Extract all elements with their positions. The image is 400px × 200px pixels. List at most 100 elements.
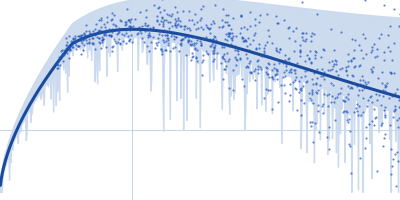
Point: [192, 41, 199, 44]
Point: [171, 35, 177, 38]
Point: [175, 18, 182, 21]
Point: [229, 68, 236, 72]
Point: [346, 86, 353, 89]
Point: [390, 7, 397, 11]
Point: [346, 117, 353, 120]
Point: [144, 28, 150, 32]
Point: [228, 28, 235, 31]
Point: [74, 34, 81, 37]
Point: [239, 77, 246, 80]
Point: [360, 79, 366, 82]
Point: [165, 37, 171, 40]
Point: [244, 45, 250, 48]
Point: [182, 36, 188, 39]
Point: [204, 26, 211, 29]
Point: [146, 33, 152, 37]
Point: [373, 93, 379, 96]
Point: [391, 105, 398, 108]
Point: [297, 54, 303, 57]
Point: [280, 19, 287, 22]
Point: [382, 132, 388, 136]
Point: [341, 100, 347, 103]
Point: [219, 57, 226, 60]
Point: [81, 32, 87, 35]
Point: [387, 124, 393, 127]
Point: [371, 55, 378, 58]
Point: [114, 33, 120, 36]
Point: [196, 18, 203, 21]
Point: [232, 45, 238, 48]
Point: [140, 40, 147, 44]
Point: [166, 13, 172, 17]
Point: [100, 37, 106, 41]
Point: [306, 57, 312, 60]
Point: [355, 94, 361, 97]
Point: [364, 105, 370, 108]
Point: [98, 38, 105, 41]
Point: [164, 38, 171, 41]
Point: [226, 32, 232, 35]
Point: [198, 8, 205, 11]
Point: [123, 32, 129, 35]
Point: [185, 38, 191, 41]
Point: [104, 29, 111, 32]
Point: [371, 107, 378, 110]
Point: [76, 34, 82, 37]
Point: [298, 98, 304, 101]
Point: [102, 45, 109, 48]
Point: [86, 33, 93, 36]
Point: [362, 52, 369, 56]
Point: [156, 5, 162, 8]
Point: [344, 74, 350, 77]
Point: [246, 62, 252, 65]
Point: [220, 45, 227, 48]
Point: [83, 23, 90, 26]
Point: [77, 35, 84, 38]
Point: [343, 109, 350, 112]
Point: [252, 47, 259, 50]
Point: [379, 121, 386, 125]
Point: [300, 32, 306, 35]
Point: [164, 33, 170, 36]
Point: [245, 37, 251, 40]
Point: [126, 18, 132, 22]
Point: [174, 22, 181, 26]
Point: [258, 67, 264, 71]
Point: [235, 53, 241, 56]
Point: [338, 30, 344, 33]
Point: [199, 27, 206, 31]
Point: [356, 88, 362, 91]
Point: [210, 49, 216, 53]
Point: [386, 49, 393, 52]
Point: [285, 70, 292, 73]
Point: [112, 23, 119, 27]
Point: [395, 125, 400, 128]
Point: [124, 34, 131, 37]
Point: [59, 54, 66, 58]
Point: [70, 38, 76, 41]
Point: [165, 44, 171, 47]
Point: [58, 56, 64, 59]
Point: [276, 51, 282, 54]
Point: [263, 67, 270, 70]
Point: [333, 63, 340, 66]
Point: [161, 28, 168, 31]
Point: [123, 20, 129, 23]
Point: [142, 24, 148, 27]
Point: [148, 40, 154, 43]
Point: [59, 60, 66, 63]
Point: [181, 28, 188, 31]
Point: [282, 75, 288, 78]
Point: [96, 28, 103, 32]
Point: [122, 20, 128, 23]
Point: [66, 45, 72, 48]
Point: [354, 85, 360, 88]
Point: [104, 15, 110, 18]
Point: [244, 64, 250, 67]
Point: [170, 46, 176, 49]
Point: [70, 39, 76, 42]
Point: [82, 34, 88, 37]
Point: [390, 42, 397, 45]
Point: [262, 66, 269, 69]
Point: [300, 85, 307, 88]
